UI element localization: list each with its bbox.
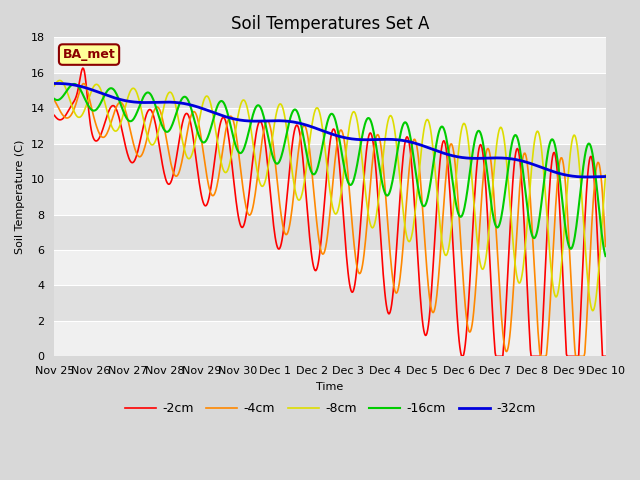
-4cm xyxy=(203,174,211,180)
-2cm xyxy=(51,112,58,118)
-16cm xyxy=(70,81,78,87)
-16cm xyxy=(414,182,422,188)
-4cm xyxy=(80,81,88,86)
Bar xyxy=(54,73,605,108)
-4cm xyxy=(61,114,68,120)
-32cm xyxy=(414,141,422,147)
-32cm xyxy=(398,137,406,143)
Bar xyxy=(54,144,605,179)
-32cm xyxy=(582,174,590,180)
-8cm xyxy=(414,183,422,189)
Bar xyxy=(54,215,605,250)
-4cm xyxy=(174,172,182,178)
-32cm xyxy=(203,107,211,113)
Bar xyxy=(54,286,605,321)
Bar xyxy=(54,321,605,356)
-32cm xyxy=(174,100,182,106)
-2cm xyxy=(458,353,466,359)
-16cm xyxy=(51,96,58,102)
Line: -4cm: -4cm xyxy=(54,84,605,356)
Legend: -2cm, -4cm, -8cm, -16cm, -32cm: -2cm, -4cm, -8cm, -16cm, -32cm xyxy=(120,397,540,420)
Bar xyxy=(54,108,605,144)
-8cm xyxy=(61,84,69,90)
-32cm xyxy=(61,81,69,87)
Bar xyxy=(54,250,605,286)
-16cm xyxy=(118,105,125,110)
-2cm xyxy=(79,65,86,71)
Text: BA_met: BA_met xyxy=(63,48,115,61)
-4cm xyxy=(536,353,544,359)
Line: -16cm: -16cm xyxy=(54,84,605,256)
-8cm xyxy=(589,308,596,313)
-4cm xyxy=(118,100,125,106)
-16cm xyxy=(203,136,211,142)
-4cm xyxy=(602,243,609,249)
-32cm xyxy=(52,81,60,86)
Bar xyxy=(54,37,605,73)
-16cm xyxy=(174,106,182,111)
-16cm xyxy=(602,253,609,259)
-8cm xyxy=(203,93,211,99)
-2cm xyxy=(61,114,68,120)
X-axis label: Time: Time xyxy=(316,382,344,392)
-8cm xyxy=(56,78,63,84)
-8cm xyxy=(174,113,182,119)
-8cm xyxy=(398,194,406,200)
-2cm xyxy=(398,171,406,177)
-2cm xyxy=(174,146,182,152)
-2cm xyxy=(203,202,211,207)
-8cm xyxy=(602,172,609,178)
Line: -32cm: -32cm xyxy=(54,84,605,177)
-32cm xyxy=(602,174,609,180)
-4cm xyxy=(51,97,58,103)
Line: -2cm: -2cm xyxy=(54,68,605,356)
-32cm xyxy=(118,97,125,103)
-32cm xyxy=(51,81,58,86)
-4cm xyxy=(398,260,406,266)
Bar xyxy=(54,179,605,215)
-16cm xyxy=(398,126,406,132)
-2cm xyxy=(414,255,422,261)
-8cm xyxy=(118,117,125,122)
Line: -8cm: -8cm xyxy=(54,81,605,311)
-2cm xyxy=(118,127,125,132)
-4cm xyxy=(414,149,422,155)
-2cm xyxy=(602,353,609,359)
-16cm xyxy=(61,91,68,97)
Title: Soil Temperatures Set A: Soil Temperatures Set A xyxy=(231,15,429,33)
-8cm xyxy=(51,83,58,89)
Y-axis label: Soil Temperature (C): Soil Temperature (C) xyxy=(15,140,25,254)
